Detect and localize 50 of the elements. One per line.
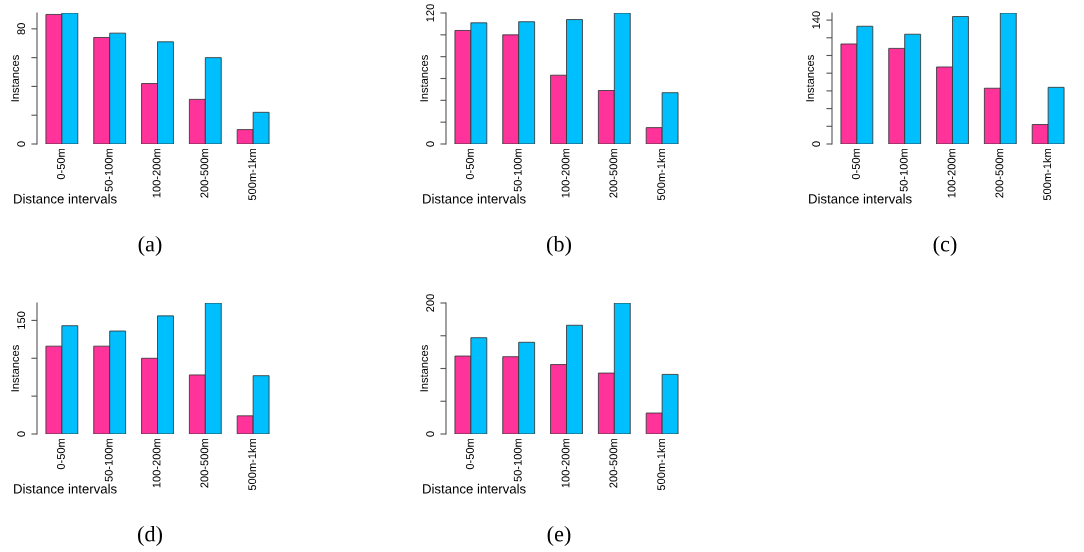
y-axis-title: Instances	[420, 345, 428, 392]
y-tick-label: 80	[17, 23, 26, 35]
x-tick-label: 100-200m	[152, 148, 161, 198]
y-tick-label: 0	[426, 431, 435, 437]
y-axis-title: Instances	[420, 55, 428, 102]
x-tick-label: 200-500m	[200, 438, 209, 488]
x-tick-label: 200-500m	[995, 148, 1004, 198]
y-tick-label: 200	[426, 294, 435, 312]
x-tick-label: 50-100m	[513, 148, 522, 192]
x-tick-label: 0-50m	[465, 148, 474, 180]
x-tick-label: 100-200m	[561, 148, 570, 198]
y-tick-label: 140	[812, 11, 821, 29]
y-tick-label: 0	[17, 141, 26, 147]
y-tick-label: 150	[17, 311, 26, 329]
x-tick-label: 500m-1km	[247, 438, 257, 491]
x-axis-title: Distance intervals	[809, 193, 912, 204]
x-tick-label: 0-50m	[465, 438, 474, 470]
x-tick-label: 500m-1km	[656, 438, 666, 491]
x-tick-label: 50-100m	[513, 438, 522, 482]
x-tick-label: 100-200m	[947, 148, 956, 198]
text: (c)	[933, 235, 957, 257]
y-tick-label: 120	[426, 4, 435, 22]
y-tick-label: 0	[812, 141, 821, 147]
x-tick-label: 500m-1km	[247, 148, 257, 201]
x-tick-label: 0-50m	[851, 148, 860, 180]
y-tick-label: 0	[426, 141, 435, 147]
x-axis-title: Distance intervals	[14, 193, 117, 204]
x-tick-label: 0-50m	[56, 438, 65, 470]
y-axis-title: Instances	[11, 55, 19, 102]
text: (d)	[138, 525, 162, 547]
x-tick-label: 50-100m	[104, 148, 113, 192]
x-tick-label: 50-100m	[899, 148, 908, 192]
x-tick-label: 200-500m	[609, 148, 618, 198]
y-axis-title: Instances	[11, 345, 19, 392]
x-tick-label: 100-200m	[152, 438, 161, 488]
y-tick-label: 0	[17, 431, 26, 437]
y-axis-title: Instances	[806, 55, 814, 102]
text: (b)	[547, 235, 571, 257]
x-tick-label: 500m-1km	[656, 148, 666, 201]
x-tick-label: 100-200m	[561, 438, 570, 488]
x-tick-label: 0-50m	[56, 148, 65, 180]
x-axis-title: Distance intervals	[423, 483, 526, 494]
x-tick-label: 500m-1km	[1042, 148, 1052, 201]
x-axis-title: Distance intervals	[423, 193, 526, 204]
x-tick-label: 200-500m	[200, 148, 209, 198]
text: (a)	[138, 235, 162, 257]
x-axis-title: Distance intervals	[14, 483, 117, 494]
text: (e)	[547, 525, 571, 547]
x-tick-label: 200-500m	[609, 438, 618, 488]
x-tick-label: 50-100m	[104, 438, 113, 482]
